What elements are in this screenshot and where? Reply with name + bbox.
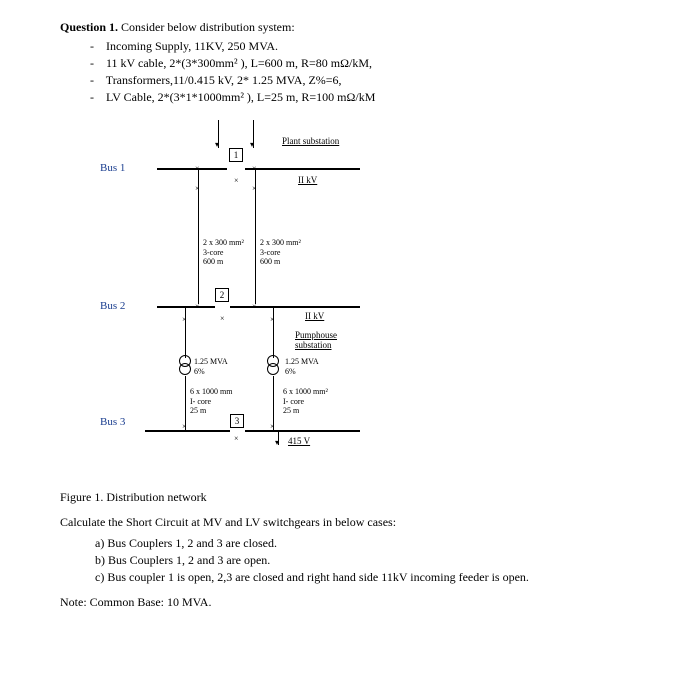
coupler-box-2: 2 (215, 288, 229, 302)
kv11-label: II kV (298, 175, 317, 186)
question-title: Consider below distribution system: (118, 20, 295, 34)
question-header: Question 1. Consider below distribution … (60, 20, 613, 35)
figure-caption: Figure 1. Distribution network (60, 490, 613, 505)
coupler-box-3: 3 (230, 414, 244, 428)
bullet-4: LV Cable, 2*(3*1*1000mm² ), L=25 m, R=10… (90, 90, 613, 105)
lv-cable-left: 6 x 1000 mm I- core 25 m (190, 387, 232, 416)
mva-right: 1.25 MVA 6% (285, 357, 319, 376)
bullet-2: 11 kV cable, 2*(3*300mm² ), L=600 m, R=8… (90, 56, 613, 71)
bullet-list: Incoming Supply, 11KV, 250 MVA. 11 kV ca… (90, 39, 613, 105)
coupler-box-1: 1 (229, 148, 243, 162)
substation-label: substation (295, 340, 332, 351)
case-a: a) Bus Couplers 1, 2 and 3 are closed. (95, 536, 613, 551)
cable-spec-left: 2 x 300 mm² 3-core 600 m (203, 238, 244, 267)
bus2-label: Bus 2 (100, 300, 125, 312)
bullet-1: Incoming Supply, 11KV, 250 MVA. (90, 39, 613, 54)
v415-label: 415 V (288, 436, 310, 447)
cases-list: a) Bus Couplers 1, 2 and 3 are closed. b… (95, 536, 613, 585)
question-prefix: Question 1. (60, 20, 118, 34)
kv11-label-2: II kV (305, 311, 324, 322)
bus3-label: Bus 3 (100, 416, 125, 428)
plant-substation-label: Plant substation (282, 136, 339, 146)
lv-cable-right: 6 x 1000 mm² I- core 25 m (283, 387, 328, 416)
case-c: c) Bus coupler 1 is open, 2,3 are closed… (95, 570, 613, 585)
case-b: b) Bus Couplers 1, 2 and 3 are open. (95, 553, 613, 568)
note: Note: Common Base: 10 MVA. (60, 595, 613, 610)
cable-spec-right: 2 x 300 mm² 3-core 600 m (260, 238, 301, 267)
mva-left: 1.25 MVA 6% (194, 357, 228, 376)
bus1-label: Bus 1 (100, 162, 125, 174)
bullet-3: Transformers,11/0.415 kV, 2* 1.25 MVA, Z… (90, 73, 613, 88)
distribution-diagram: ▾ ▾ Plant substation 1 Bus 1 × × × II kV… (90, 120, 470, 470)
calculate-text: Calculate the Short Circuit at MV and LV… (60, 515, 613, 530)
